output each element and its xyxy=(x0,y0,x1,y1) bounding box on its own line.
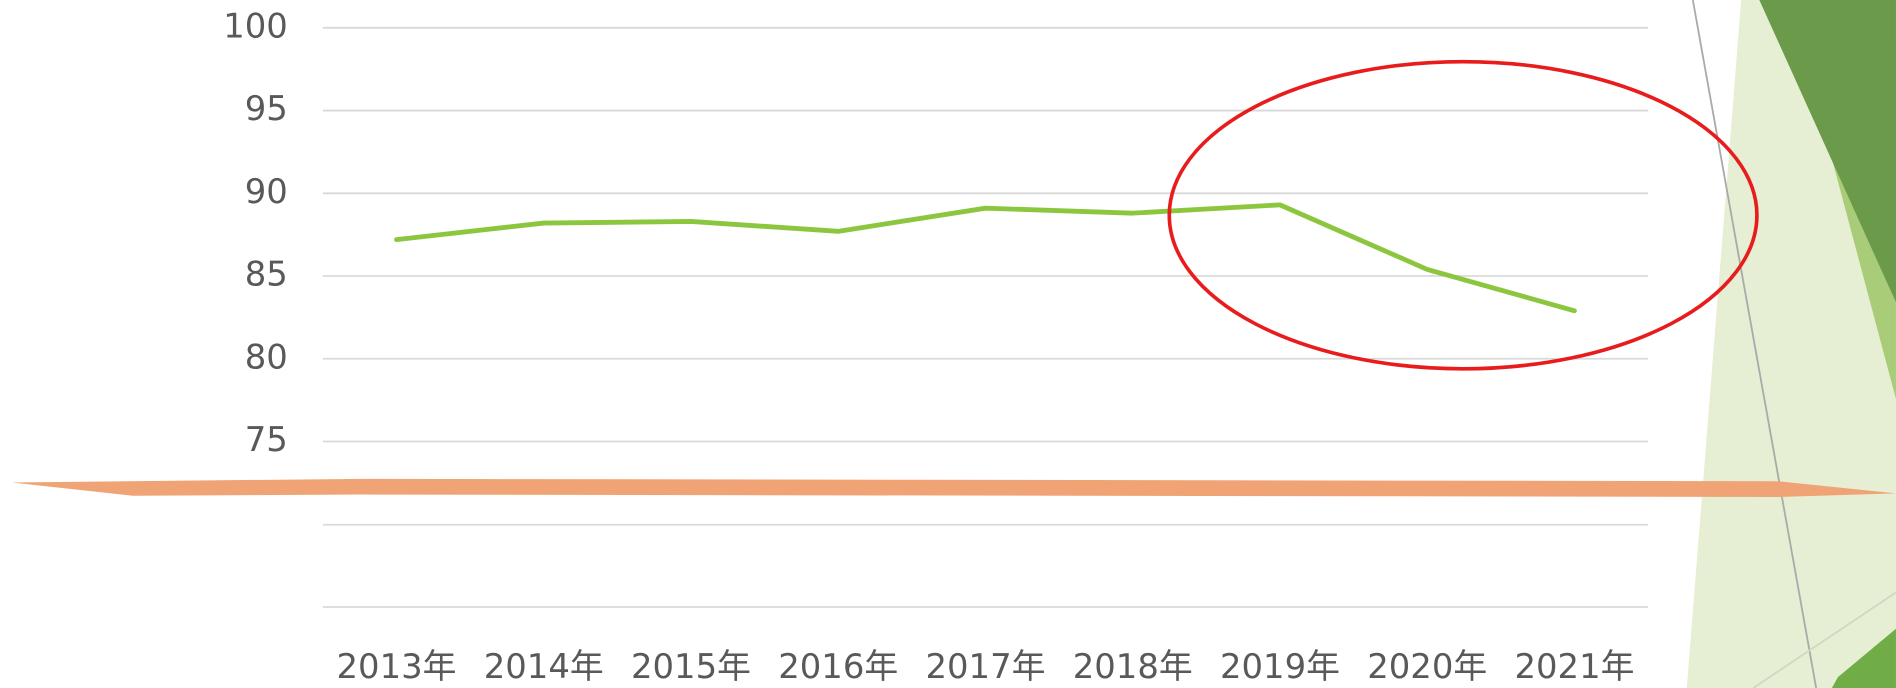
y-tick-label: 100 xyxy=(223,6,288,45)
chart: 75 80 85 90 95 100 2013年 2014年 2015年 2016年 2017年 20… xyxy=(0,0,1896,688)
x-tick-label: 2021年 xyxy=(1514,647,1634,686)
x-tick-label: 2018年 xyxy=(1073,647,1193,686)
line-series xyxy=(396,205,1574,311)
x-tick-label: 2016年 xyxy=(778,647,898,686)
y-tick-label: 75 xyxy=(245,420,288,459)
y-tick-label: 80 xyxy=(245,337,288,376)
x-tick-label: 2019年 xyxy=(1220,647,1340,686)
y-tick-label: 95 xyxy=(245,89,288,128)
x-tick-label: 2013年 xyxy=(337,647,457,686)
y-tick-label: 90 xyxy=(245,172,288,211)
x-tick-label: 2014年 xyxy=(484,647,604,686)
decoration xyxy=(12,62,1896,497)
y-tick-label: 85 xyxy=(245,255,288,294)
x-tick-label: 2017年 xyxy=(925,647,1045,686)
x-tick-label: 2020年 xyxy=(1367,647,1487,686)
x-tick-label: 2015年 xyxy=(631,647,751,686)
